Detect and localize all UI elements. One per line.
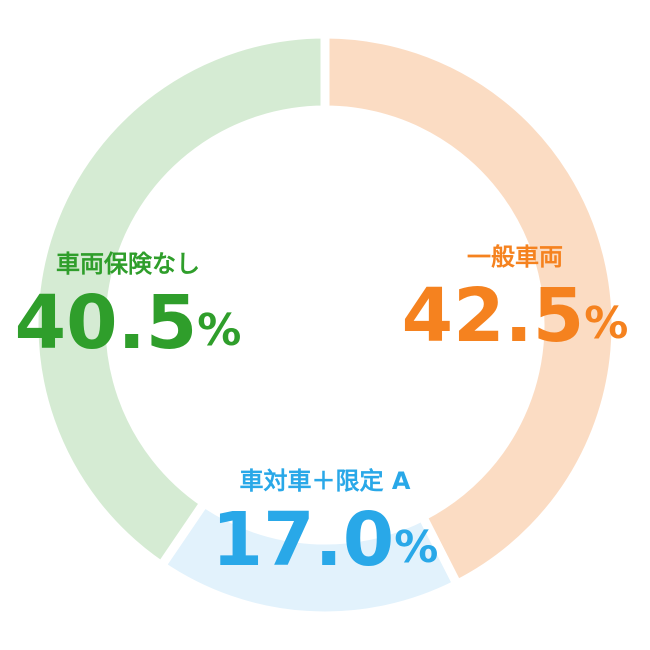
value-label: 40.5% (15, 280, 242, 366)
segment-label: 車両保険なし (56, 250, 200, 278)
donut-segment (29, 29, 330, 572)
donut-segment (320, 29, 621, 591)
segment-label: 車対車＋限定 A (240, 467, 411, 495)
value-label: 42.5% (402, 273, 629, 359)
value-label: 17.0% (212, 497, 439, 583)
segment-label: 一般車両 (467, 243, 563, 271)
